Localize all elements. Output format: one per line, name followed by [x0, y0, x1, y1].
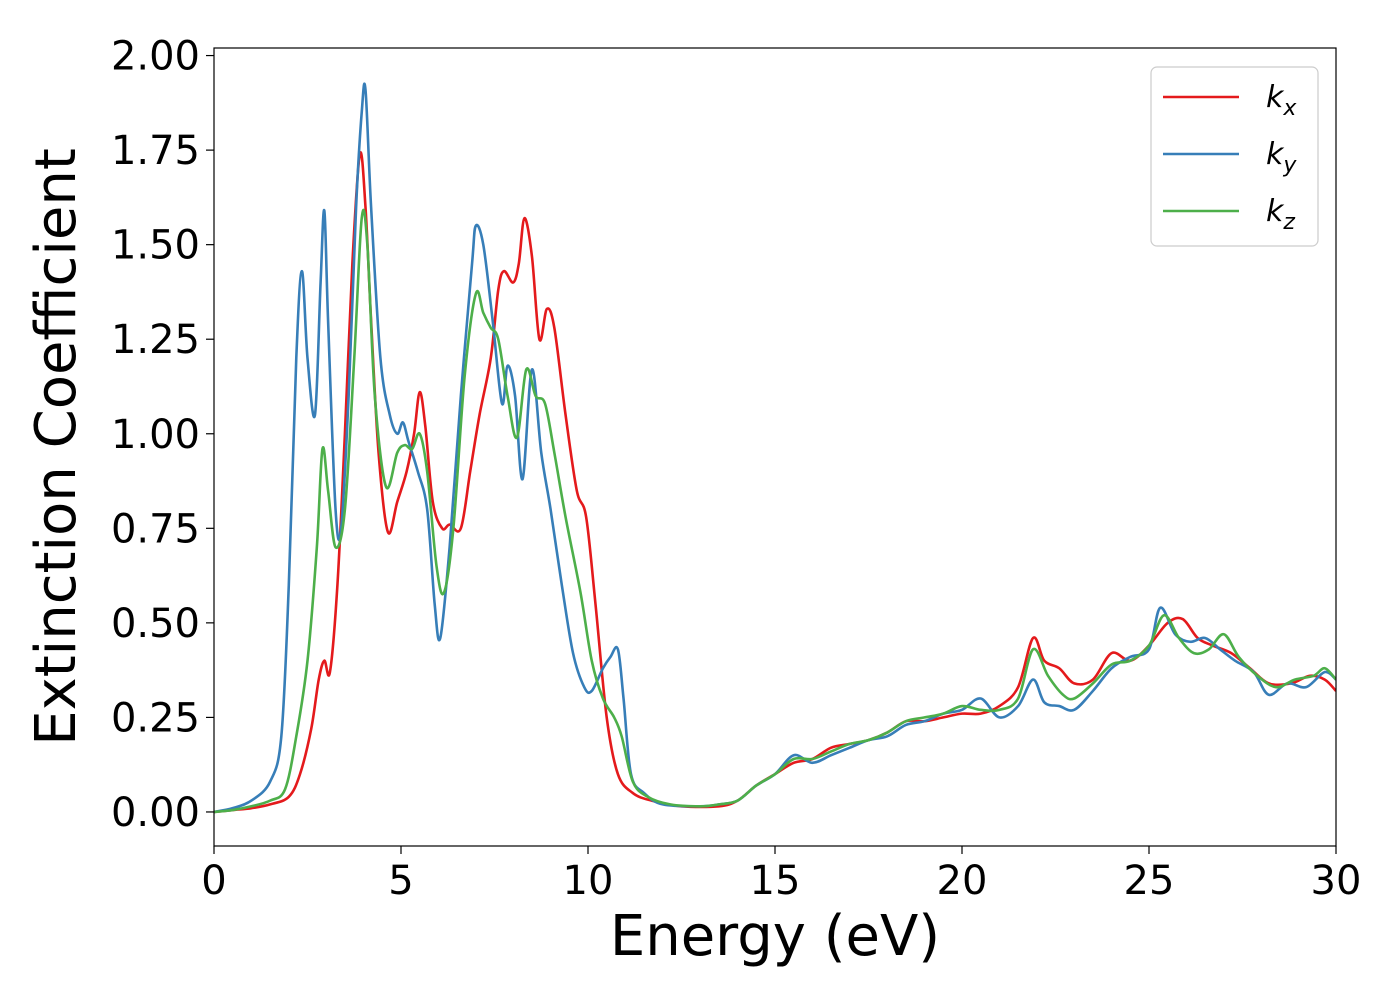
y-tick-label: 2.00: [111, 34, 200, 80]
y-tick-label: 1.50: [111, 223, 200, 269]
y-tick-label: 1.25: [111, 317, 200, 363]
x-axis: 0 5 10 15 20 25 30: [201, 846, 1361, 904]
x-tick-label: 20: [937, 858, 988, 904]
legend-label-subscript: y: [1282, 153, 1297, 178]
legend-label-kx: kx: [1266, 80, 1297, 121]
y-axis-title: Extinction Coefficient: [24, 148, 89, 746]
y-tick-label: 1.75: [111, 128, 200, 174]
legend-label-kz: kz: [1266, 194, 1295, 235]
y-axis: 0.00 0.25 0.50 0.75 1.00 1.25 1.50 1.75 2.00: [111, 34, 214, 836]
y-tick-label: 0.25: [111, 695, 200, 741]
y-tick-label: 0.50: [111, 601, 200, 647]
x-tick-label: 5: [388, 858, 413, 904]
legend-box: [1150, 66, 1319, 247]
legend-label-main: k: [1266, 194, 1285, 229]
y-tick-label: 0.00: [111, 790, 200, 836]
series-line-ky: [214, 82, 1336, 814]
x-axis-title: Energy (eV): [610, 904, 940, 969]
series-lines: [214, 82, 1336, 814]
legend-label-ky: ky: [1266, 137, 1297, 178]
legend-label-main: k: [1266, 137, 1285, 172]
x-tick-label: 10: [563, 858, 614, 904]
legend-label-subscript: z: [1282, 210, 1295, 235]
series-line-kz: [214, 208, 1336, 814]
y-tick-label: 0.75: [111, 506, 200, 552]
legend-label-subscript: x: [1282, 96, 1297, 121]
x-tick-label: 25: [1124, 858, 1175, 904]
legend-label-main: k: [1266, 80, 1285, 115]
x-tick-label: 15: [750, 858, 801, 904]
y-tick-label: 1.00: [111, 412, 200, 458]
x-tick-label: 0: [201, 858, 226, 904]
x-tick-label: 30: [1311, 858, 1362, 904]
